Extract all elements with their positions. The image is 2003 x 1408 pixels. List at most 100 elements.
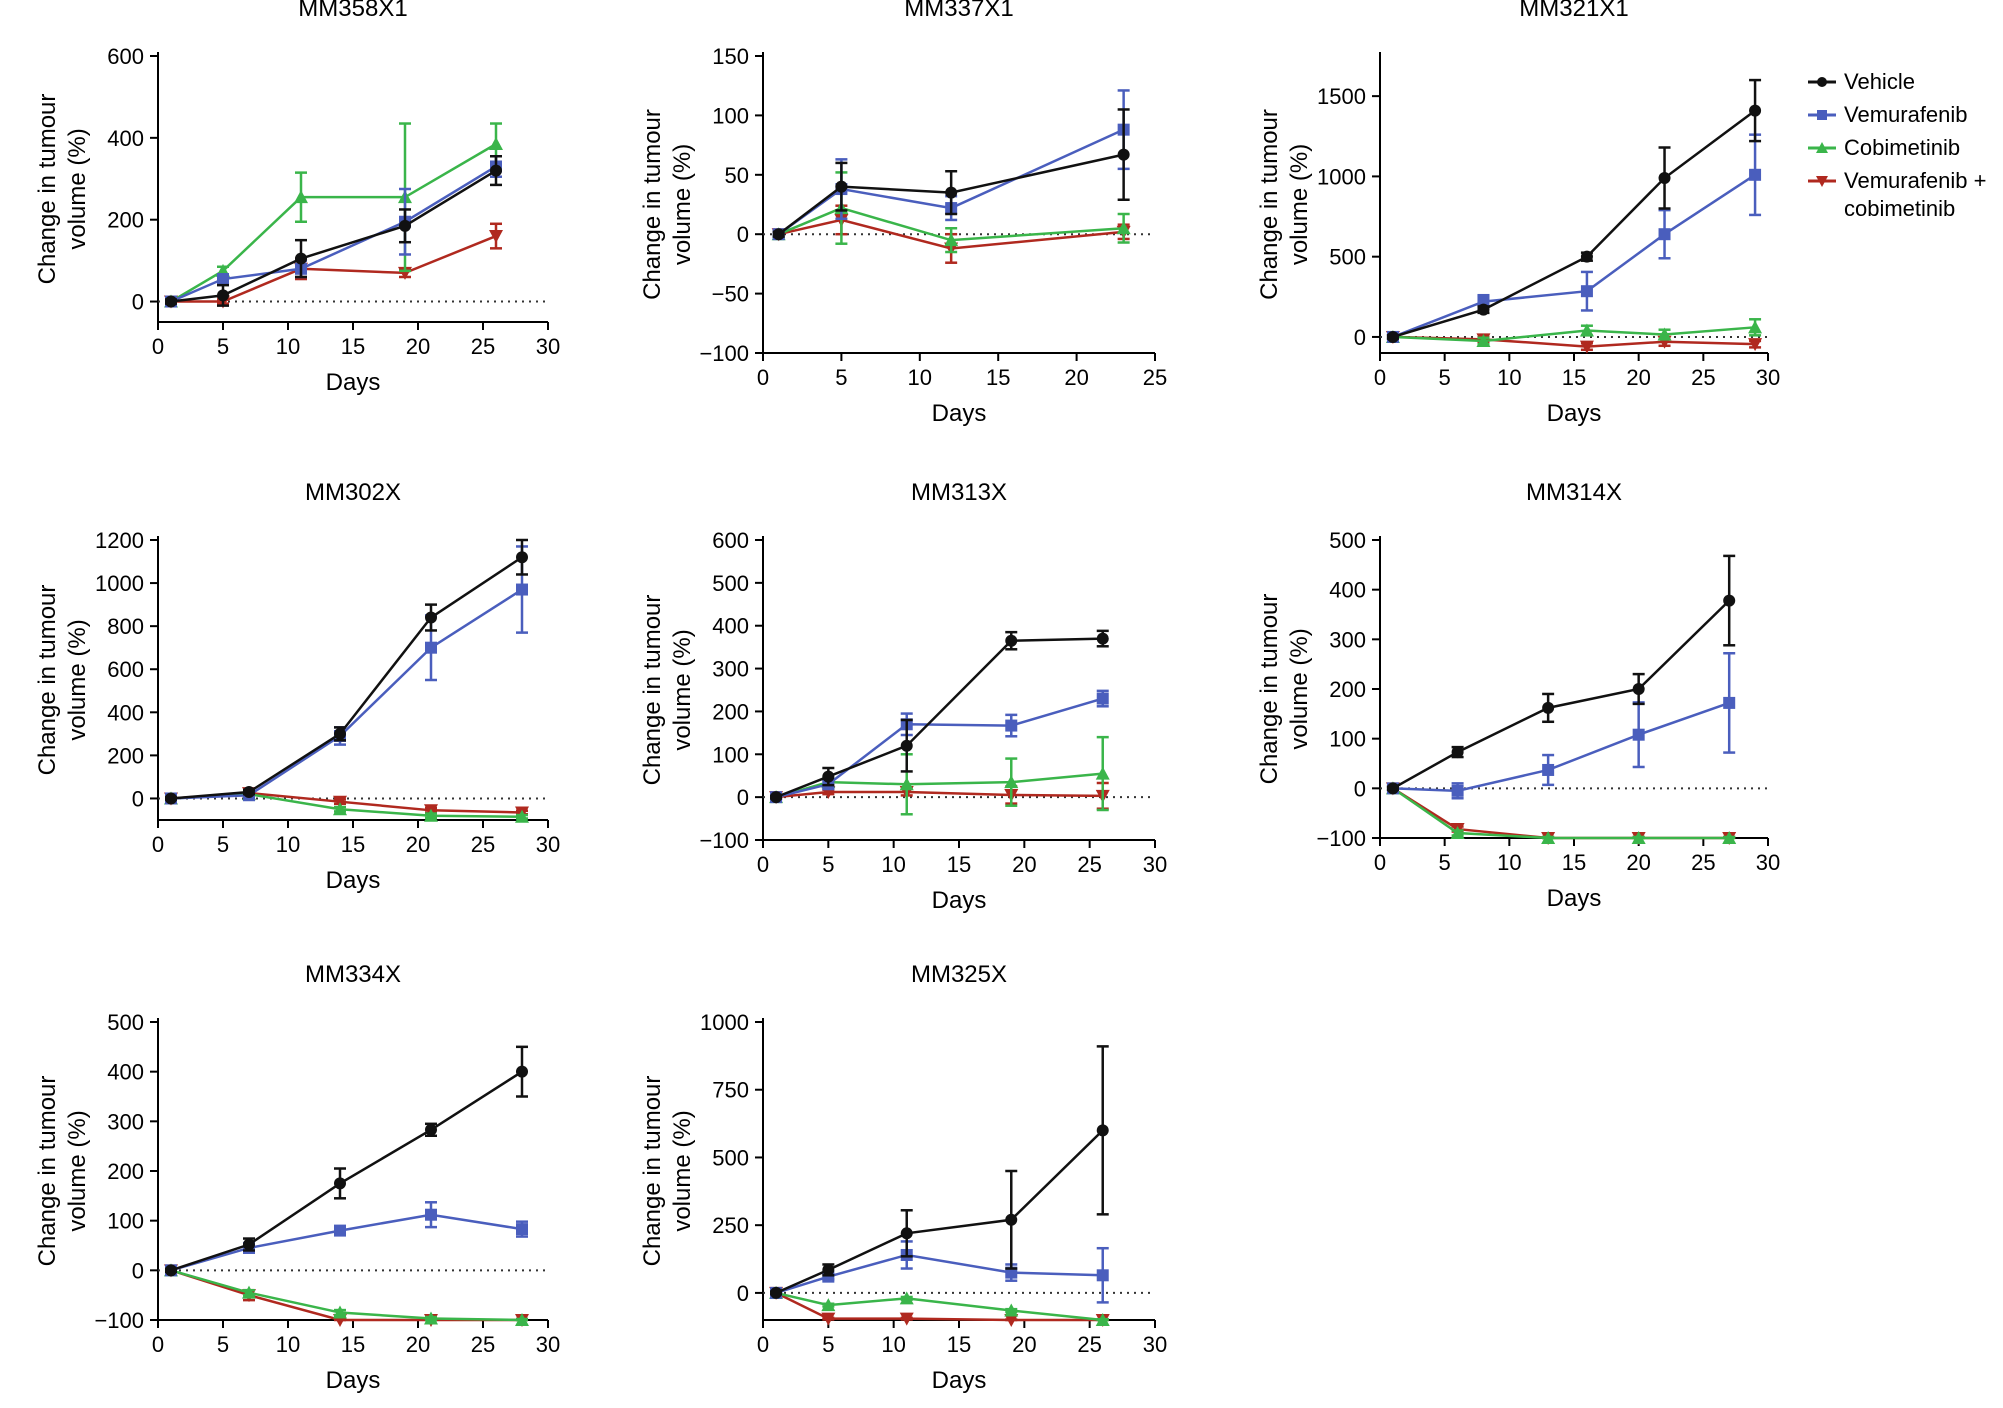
data-point-vehicle [1542,701,1555,714]
y-axis-label: Change in tumour volume (%) [34,94,91,285]
data-point-vemurafenib [334,1224,346,1237]
legend: Vehicle Vemurafenib Cobimetinib Vemurafe… [1808,69,1986,221]
x-tick-label: 20 [406,1332,430,1357]
chart-title: MM358X1 [298,0,407,22]
data-point-vehicle [490,164,502,177]
series-line-vehicle [1392,599,1731,790]
series-line-vemurafenib [1392,701,1730,793]
chart-panel: MM313X 0 5 10 15 20 25 30 −100 0 100 200 300 400 500 60… [639,479,1167,914]
x-tick-label: 25 [1691,365,1715,390]
y-axis-label-line1: Change in tumour [1256,109,1283,300]
data-point-vehicle [516,1065,528,1078]
series-vehicle [772,108,1130,241]
y-tick-label: 600 [712,528,749,553]
y-tick-label: 0 [132,1258,144,1283]
series-line-vemurafenib [1392,173,1756,339]
y-tick-label: 200 [107,1159,144,1184]
data-point-cobimetinib [821,1298,836,1312]
data-point-cobimetinib [1095,1313,1110,1326]
x-tick-label: 25 [471,832,495,857]
x-axis-label: Days [326,867,381,894]
y-tick-label: 1000 [1317,164,1366,189]
legend-item-vemurafenib: Vemurafenib [1808,102,1968,127]
data-point-vemurafenib [1580,285,1593,298]
x-tick-label: 10 [276,832,300,857]
y-tick-label: 400 [712,614,749,639]
data-point-vehicle [1005,634,1018,647]
chart-title: MM321X1 [1519,0,1628,22]
x-tick-label: 0 [1374,365,1386,390]
y-tick-label: 400 [1329,578,1366,603]
x-tick-label: 15 [947,1332,971,1357]
y-axis-label-line2: volume (%) [669,629,696,750]
x-tick-label: 20 [406,334,430,359]
data-point-cobimetinib [944,233,959,247]
data-point-vehicle [900,739,913,752]
data-point-vehicle [822,770,835,783]
y-tick-label: 100 [107,1209,144,1234]
y-tick-label: 200 [107,208,144,233]
x-axis-label: Days [932,1367,987,1394]
series-combo [1385,330,1763,354]
series-line-combo [1392,787,1730,840]
y-tick-label: 500 [1329,528,1366,553]
y-axis-label: Change in tumour volume (%) [639,109,696,300]
legend-item-combo: Vemurafenib + cobimetinib [1808,168,1986,221]
data-point-cobimetinib [1541,831,1556,844]
x-tick-label: 25 [1077,852,1101,877]
data-point-vehicle [1658,172,1671,185]
data-point-cobimetinib [1657,327,1672,341]
x-tick-label: 15 [341,1332,365,1357]
legend-label-vemurafenib: Vemurafenib [1844,102,1968,127]
data-point-vehicle [243,786,255,798]
series-cobimetinib [164,122,503,308]
y-tick-label: 200 [712,699,749,724]
data-point-vemurafenib [516,1223,528,1236]
y-tick-label: 500 [712,571,749,596]
x-tick-label: 30 [536,1332,560,1357]
chart-panel: MM325X 0 5 10 15 20 25 30 0 250 500 750 1000 Days Chan… [639,961,1167,1394]
y-tick-label: 0 [737,222,749,247]
data-point-cobimetinib [1748,320,1763,334]
x-tick-label: 20 [1626,850,1650,875]
data-point-vehicle [399,219,411,232]
y-axis-label-line2: volume (%) [1286,144,1313,265]
data-point-vehicle [165,792,177,805]
series-line-cobimetinib [778,206,1124,242]
x-tick-label: 20 [1064,365,1088,390]
x-tick-label: 10 [881,852,905,877]
data-point-vehicle [165,295,177,308]
x-tick-label: 30 [536,832,560,857]
series-line-cobimetinib [1392,787,1730,840]
legend-label-combo-line2: cobimetinib [1844,196,1955,221]
series-vemurafenib [165,1201,528,1277]
x-tick-label: 5 [1439,850,1451,875]
data-point-vehicle [1580,250,1593,263]
x-tick-label: 10 [1497,850,1521,875]
x-tick-label: 25 [1143,365,1167,390]
x-tick-label: 0 [757,365,769,390]
x-tick-label: 25 [1077,1332,1101,1357]
data-point-cobimetinib [1450,826,1465,840]
x-tick-label: 20 [1012,852,1036,877]
y-tick-label: 0 [132,786,144,811]
series-vehicle [165,1045,528,1277]
data-point-vehicle [1005,1213,1018,1226]
data-point-vehicle [770,791,783,804]
series-vemurafenib [165,545,528,805]
x-tick-label: 15 [1562,365,1586,390]
y-tick-label: 1500 [1317,84,1366,109]
legend-item-vehicle: Vehicle [1808,69,1915,94]
x-tick-label: 25 [1691,850,1715,875]
data-point-vehicle [1749,104,1762,117]
y-axis-label: Change in tumour volume (%) [34,585,91,776]
x-tick-label: 0 [757,852,769,877]
x-axis-label: Days [932,887,987,914]
data-point-combo [489,230,503,244]
y-tick-label: 500 [712,1145,749,1170]
chart-title: MM325X [911,961,1007,988]
series-vehicle [1386,78,1762,343]
y-tick-label: 0 [1354,325,1366,350]
series-line-combo [778,218,1124,250]
